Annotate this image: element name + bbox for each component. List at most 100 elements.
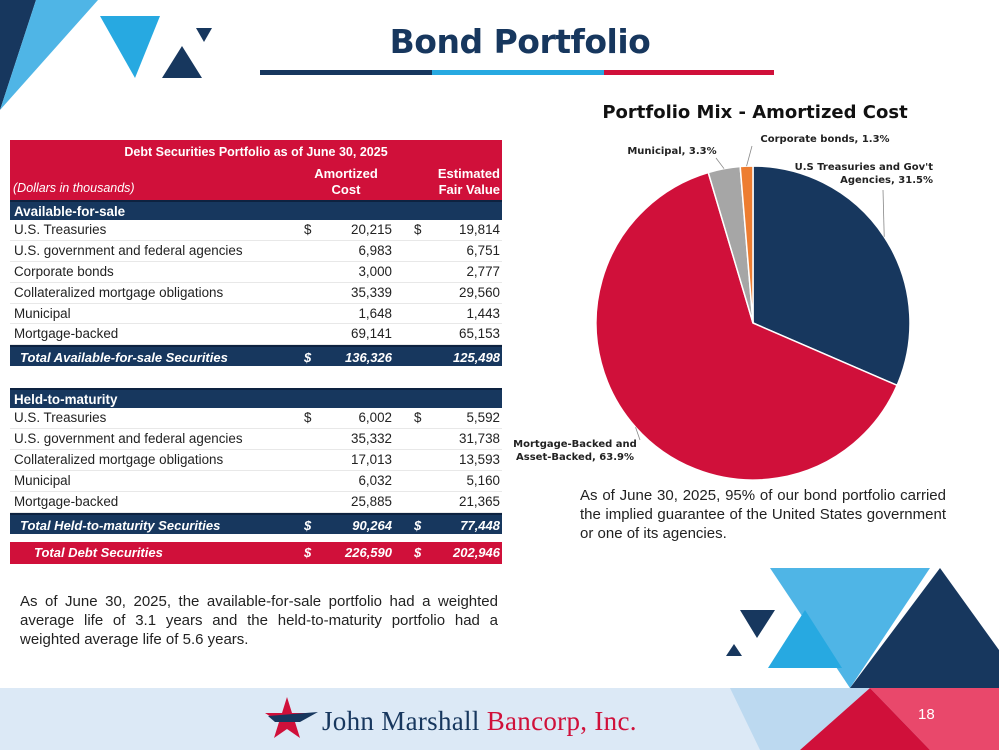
dollar-sign: $	[304, 350, 312, 366]
fair-value-cell: 2,777	[466, 263, 500, 279]
amortized-cost-cell: 6,032	[358, 473, 392, 489]
footer-triangle-red	[800, 688, 930, 750]
page-title: Bond Portfolio	[389, 22, 651, 61]
amortized-cost-cell: 35,332	[351, 431, 392, 447]
row-label: Collateralized mortgage obligations	[14, 452, 224, 468]
title-underline	[260, 70, 774, 75]
row-label: Collateralized mortgage obligations	[14, 284, 224, 300]
htm-rows: U.S. Treasuries $6,002 $5,592 U.S. governme…	[10, 408, 502, 513]
col-header-fair-value-line1: Estimated	[437, 166, 500, 181]
amortized-cost-cell: 35,339	[351, 284, 392, 300]
grand-total-cost: 226,590	[345, 544, 392, 560]
total-fair-value: 77,448	[460, 517, 500, 533]
table-title: Debt Securities Portfolio as of June 30,…	[124, 145, 388, 159]
pie-slice-label-line1: Corporate bonds, 1.3%	[760, 134, 889, 145]
row-label: Municipal	[14, 473, 71, 489]
afs-htm-commentary: As of June 30, 2025, the available-for-s…	[20, 593, 498, 648]
total-label: Total Available-for-sale Securities	[20, 350, 228, 366]
title-underline-navy	[260, 70, 432, 75]
fair-value-cell: 1,443	[466, 305, 500, 321]
dollar-sign: $	[414, 222, 422, 237]
col-header-amortized-cost-line2: Cost	[331, 182, 361, 197]
col-header-amortized-cost: Amortized Cost	[300, 166, 392, 198]
table-row: Collateralized mortgage obligations 35,33…	[10, 283, 502, 304]
total-fair-value: 125,498	[453, 350, 500, 366]
grand-total-label: Total Debt Securities	[34, 544, 163, 560]
amortized-cost-cell: 20,215	[351, 222, 392, 237]
fair-value-cell: 19,814	[459, 222, 500, 237]
guarantee-commentary: As of June 30, 2025, 95% of our bond por…	[580, 487, 946, 542]
triangle-br-lightblue	[770, 568, 930, 688]
fair-value-cell: 29,560	[459, 284, 500, 300]
col-header-fair-value: Estimated Fair Value	[410, 166, 502, 198]
section-header-held-to-maturity: Held-to-maturity	[10, 388, 502, 409]
chart-title: Portfolio Mix - Amortized Cost	[602, 102, 908, 123]
amortized-cost-cell: 25,885	[351, 493, 392, 509]
page-number: 18	[918, 706, 935, 723]
amortized-cost-cell: 3,000	[358, 263, 392, 279]
dollar-sign: $	[414, 410, 422, 426]
table-row: U.S. government and federal agencies 35,3…	[10, 429, 502, 451]
fair-value-cell: 65,153	[459, 326, 500, 342]
dollar-sign: $	[304, 410, 312, 426]
row-label: U.S. Treasuries	[14, 222, 107, 237]
debt-securities-table: Debt Securities Portfolio as of June 30,…	[10, 140, 502, 564]
fair-value-cell: 31,738	[459, 431, 500, 447]
pie-slice	[752, 165, 911, 387]
triangle-top-left-small-navy	[162, 46, 202, 78]
dollar-sign: $	[304, 222, 312, 237]
table-header: Debt Securities Portfolio as of June 30,…	[10, 140, 502, 200]
triangle-br-mid	[740, 610, 775, 638]
pie-slice-label-line2: Agencies, 31.5%	[840, 175, 933, 186]
table-row: Municipal 1,648 1,443	[10, 304, 502, 325]
table-row: Mortgage-backed 69,141 65,153	[10, 324, 502, 346]
triangle-top-left-lightblue	[0, 0, 98, 110]
row-label: U.S. Treasuries	[14, 410, 107, 426]
row-label: U.S. government and federal agencies	[14, 431, 243, 447]
triangle-br-blue	[768, 610, 842, 668]
triangle-br-navy	[850, 568, 999, 688]
row-label: Municipal	[14, 305, 71, 321]
fair-value-cell: 13,593	[459, 452, 500, 468]
amortized-cost-cell: 6,002	[358, 410, 392, 426]
triangle-top-left-tiny	[196, 28, 212, 42]
fair-value-cell: 5,592	[466, 410, 500, 426]
grand-total-fair-value: 202,946	[453, 544, 500, 560]
total-htm-row: Total Held-to-maturity Securities $ 90,2…	[10, 512, 502, 534]
amortized-cost-cell: 1,648	[358, 305, 392, 321]
pie-slice-label: Municipal, 3.3%	[627, 146, 716, 157]
dollar-sign: $	[414, 517, 422, 533]
grand-total-row: Total Debt Securities $ 226,590 $ 202,94…	[10, 541, 502, 564]
row-label: Corporate bonds	[14, 263, 114, 279]
table-row: Corporate bonds 3,000 2,777	[10, 262, 502, 283]
pie-slice-label: Mortgage-Backed and Asset-Backed, 63.9%	[513, 439, 637, 463]
pie-slice-label: Corporate bonds, 1.3%	[760, 134, 889, 145]
pie-leader-line	[746, 145, 753, 167]
pie-slice	[595, 171, 899, 481]
total-cost: 136,326	[345, 350, 392, 366]
pie-slice-label-line2: Asset-Backed, 63.9%	[516, 452, 634, 463]
table-row: U.S. Treasuries $20,215 $19,814	[10, 220, 502, 241]
table-row: U.S. Treasuries $6,002 $5,592	[10, 408, 502, 430]
triangle-br-small	[726, 644, 742, 656]
afs-rows: U.S. Treasuries $20,215 $19,814 U.S. govern…	[10, 220, 502, 346]
fair-value-cell: 6,751	[466, 242, 500, 258]
row-label: Mortgage-backed	[14, 493, 119, 509]
table-row: Mortgage-backed 25,885 21,365	[10, 492, 502, 513]
pie-leader-line	[715, 157, 725, 169]
pie-slice-label-line1: U.S Treasuries and Gov't	[795, 162, 934, 173]
row-label: U.S. government and federal agencies	[14, 242, 243, 258]
total-cost: 90,264	[352, 517, 392, 533]
total-label: Total Held-to-maturity Securities	[20, 517, 221, 533]
logo-name-part2: Bancorp, Inc.	[486, 706, 637, 736]
section-header-available-for-sale: Available-for-sale	[10, 200, 502, 220]
total-afs-row: Total Available-for-sale Securities $ 13…	[10, 345, 502, 367]
dollar-sign: $	[414, 544, 422, 560]
title-underline-red	[604, 70, 774, 75]
title-underline-blue	[432, 70, 604, 75]
row-label: Mortgage-backed	[14, 326, 119, 342]
table-row: Municipal 6,032 5,160	[10, 471, 502, 492]
